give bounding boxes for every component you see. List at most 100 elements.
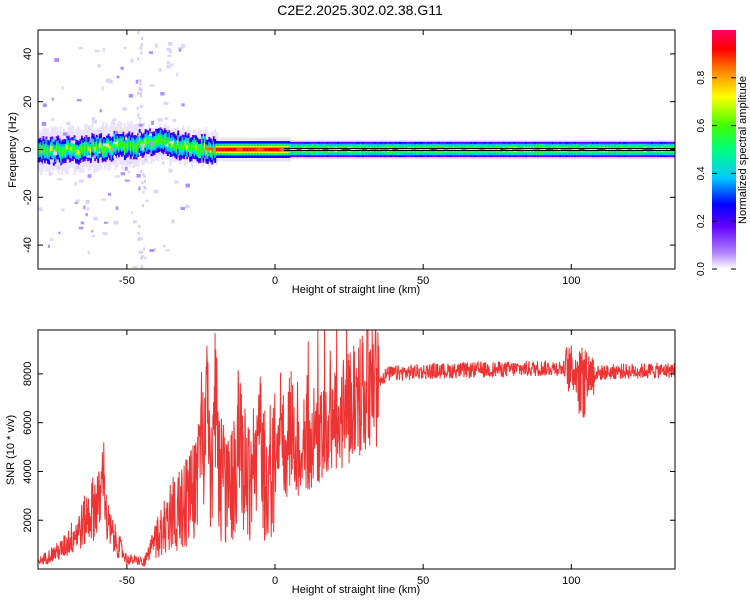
spectrogram-cell — [66, 144, 69, 150]
spectrogram-speckle — [143, 174, 146, 178]
spectrogram-speckle — [149, 51, 154, 55]
colorbar-tick-label: 0.8 — [696, 70, 707, 84]
spectrogram-cell — [457, 148, 460, 151]
spectrogram-axes: -50 0 50 100 -40 -20 0 20 40 — [22, 30, 675, 287]
spectrogram-cell — [426, 148, 429, 151]
spectrogram-cell — [79, 148, 82, 154]
spectrogram-cell — [286, 147, 289, 152]
spectrogram-speckle — [142, 190, 145, 194]
spectrogram-cell — [55, 145, 58, 151]
spectrogram-cell — [449, 148, 452, 151]
spectrogram-cell — [97, 148, 100, 154]
spectrogram-speckle — [168, 50, 172, 54]
snr-xtick-label: -50 — [119, 575, 135, 587]
spectrogram-cell — [144, 138, 147, 144]
spectrogram-heatmap — [38, 31, 675, 269]
spectrogram-speckle — [157, 118, 163, 122]
spectrogram-cell — [138, 138, 141, 144]
spectrogram-cell — [316, 148, 319, 151]
spectrogram-speckle — [108, 79, 113, 84]
spectrogram-speckle — [149, 84, 155, 87]
spectrogram-speckle — [88, 125, 91, 130]
spectrogram-speckle — [97, 129, 102, 133]
spectrogram-cell — [664, 148, 667, 151]
spectrogram-speckle — [87, 174, 92, 178]
colorbar: 0.0 0.2 0.4 0.6 0.8 Normalized spectral ampl… — [696, 30, 749, 276]
spectrogram-speckle — [139, 82, 142, 86]
spectrogram-cell — [523, 148, 526, 151]
spectrogram-cell — [192, 144, 194, 150]
spectrogram-speckle — [136, 173, 141, 178]
spectrogram-cell — [507, 148, 510, 151]
colorbar-label: Normalized spectral amplitude — [737, 76, 749, 224]
spectrogram-cell — [77, 150, 80, 156]
spectrogram-cell — [469, 148, 471, 151]
snr-axes: -50 0 50 100 2000 4000 6000 8000 — [22, 330, 675, 587]
spectrogram-speckle — [130, 211, 134, 214]
spectrogram-cell — [288, 147, 291, 152]
spectrogram-speckle — [139, 94, 142, 98]
spectrogram-cell — [334, 148, 337, 151]
spectrogram-cell — [141, 143, 144, 149]
spectrogram-cell — [266, 147, 269, 152]
spectrogram-cell — [572, 148, 575, 151]
spectrogram-cell — [67, 145, 70, 150]
spectrogram-cell — [510, 148, 513, 151]
spectrogram-speckle — [174, 180, 179, 184]
spectrogram-ytick-label: 40 — [22, 48, 34, 60]
spectrogram-speckle — [116, 75, 120, 79]
spectrogram-hotspot — [205, 147, 215, 151]
spectrogram-speckle — [169, 141, 175, 144]
spectrogram-cell — [275, 147, 277, 152]
spectrogram-speckle — [138, 224, 141, 228]
spectrogram-speckle — [97, 64, 101, 68]
spectrogram-cell — [70, 146, 73, 152]
spectrogram-speckle — [56, 165, 62, 170]
spectrogram-cell — [202, 148, 205, 154]
spectrogram-speckle — [124, 179, 130, 182]
spectrogram-speckle — [124, 136, 128, 141]
spectrogram-speckle — [103, 221, 108, 224]
spectrogram-cell — [592, 148, 594, 151]
spectrogram-cell — [72, 146, 74, 152]
spectrogram-cell — [337, 148, 340, 151]
spectrogram-speckle — [140, 43, 143, 47]
spectrogram-speckle — [113, 220, 119, 225]
spectrogram-xtick-label: 0 — [272, 275, 278, 287]
spectrogram-cell — [366, 148, 369, 151]
spectrogram-speckle — [76, 99, 82, 102]
spectrogram-cell — [624, 148, 627, 151]
spectrogram-cell — [159, 137, 162, 142]
spectrogram-speckle — [78, 226, 84, 230]
spectrogram-cell — [574, 148, 577, 151]
spectrogram-speckle — [154, 43, 158, 48]
spectrogram-speckle — [138, 79, 141, 83]
spectrogram-cell — [153, 140, 156, 146]
spectrogram-speckle — [115, 206, 119, 210]
spectrogram-cell — [586, 148, 588, 151]
spectrogram-speckle — [141, 255, 144, 259]
spectrogram-cell — [303, 148, 306, 151]
spectrogram-speckle — [138, 87, 141, 91]
spectrogram-speckle — [171, 219, 175, 224]
spectrogram-cell — [541, 148, 544, 151]
spectrogram-cell — [390, 148, 393, 151]
spectrogram-cell — [94, 146, 97, 152]
spectrogram-speckle — [89, 139, 93, 143]
spectrogram-cell — [276, 147, 279, 152]
spectrogram-speckle — [149, 248, 154, 252]
spectrogram-speckle — [180, 207, 186, 211]
spectrogram-speckle — [124, 166, 128, 171]
spectrogram-speckle — [74, 201, 79, 204]
spectrogram-cell — [652, 148, 655, 151]
snr-ytick-label: 6000 — [22, 410, 34, 434]
spectrogram-cell — [203, 143, 206, 149]
spectrogram-cell — [289, 148, 292, 151]
spectrogram-speckle — [120, 172, 126, 176]
snr-ylabel: SNR (10 * v/v) — [5, 415, 17, 485]
spectrogram-cell — [51, 146, 54, 151]
spectrogram-speckle — [49, 238, 54, 241]
spectrogram-cell — [661, 148, 664, 151]
spectrogram-cell — [658, 148, 661, 151]
